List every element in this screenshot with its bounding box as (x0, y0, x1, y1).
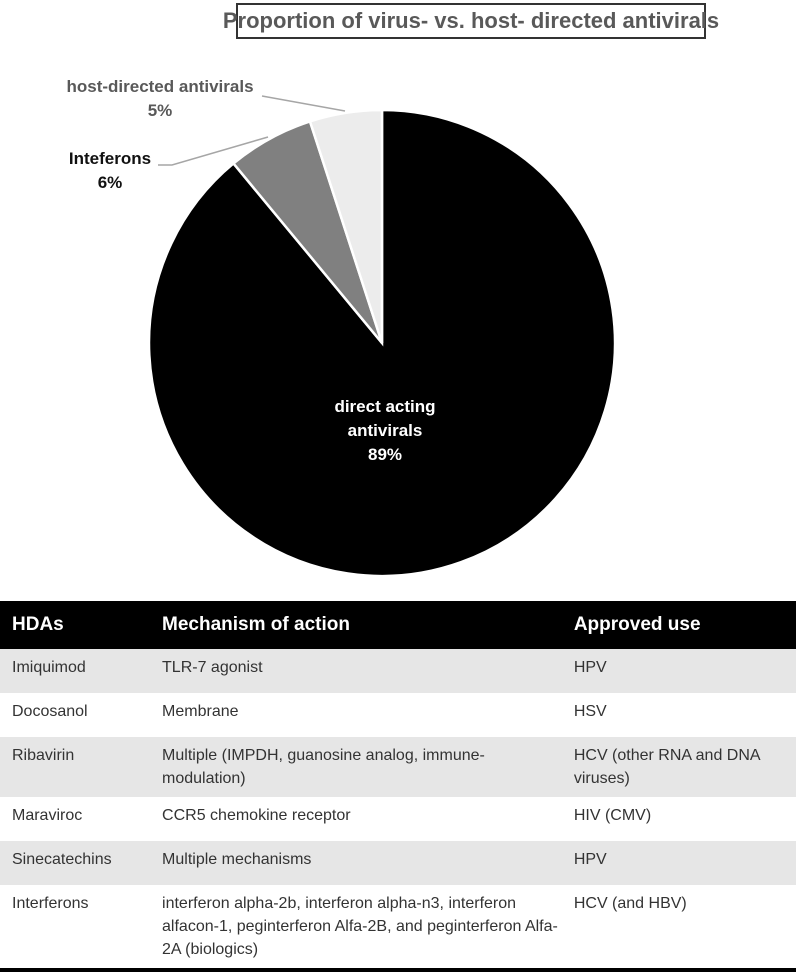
hda-table: HDAs Mechanism of action Approved use Im… (0, 601, 796, 972)
chart-title: Proportion of virus- vs. host- directed … (223, 3, 719, 39)
cell-mechanism: Multiple (IMPDH, guanosine analog, immun… (150, 737, 562, 797)
table-row: Interferons interferon alpha-2b, interfe… (0, 885, 796, 972)
cell-hda: Interferons (0, 885, 151, 972)
cell-mechanism: TLR-7 agonist (150, 649, 562, 693)
header-approved-use: Approved use (561, 601, 796, 649)
cell-mechanism: CCR5 chemokine receptor (150, 797, 562, 841)
table-row: Maraviroc CCR5 chemokine receptor HIV (C… (0, 797, 796, 841)
label-interferons: Inteferons 6% (68, 149, 152, 192)
table-row: Sinecatechins Multiple mechanisms HPV (0, 841, 796, 885)
cell-hda: Ribavirin (0, 737, 151, 797)
table-row: Imiquimod TLR-7 agonist HPV (0, 649, 796, 693)
cell-use: HIV (CMV) (561, 797, 796, 841)
cell-hda: Sinecatechins (0, 841, 151, 885)
header-mechanism: Mechanism of action (150, 601, 562, 649)
leader-line-host (261, 95, 346, 112)
table-row: Ribavirin Multiple (IMPDH, guanosine ana… (0, 737, 796, 797)
cell-use: HCV (and HBV) (561, 885, 796, 972)
label-host-directed: host-directed antivirals 5% (66, 77, 254, 120)
cell-use: HSV (561, 693, 796, 737)
table-row: Docosanol Membrane HSV (0, 693, 796, 737)
label-direct-acting: direct acting antivirals 89% (334, 397, 436, 464)
pie-chart (147, 95, 617, 578)
table-header-row: HDAs Mechanism of action Approved use (0, 601, 796, 649)
cell-hda: Docosanol (0, 693, 151, 737)
cell-hda: Maraviroc (0, 797, 151, 841)
pie-slice (308, 108, 384, 344)
cell-mechanism: interferon alpha-2b, interferon alpha-n3… (150, 885, 562, 972)
cell-use: HPV (561, 649, 796, 693)
leader-line-ifn (158, 136, 269, 166)
cell-use: HPV (561, 841, 796, 885)
cell-mechanism: Multiple mechanisms (150, 841, 562, 885)
cell-use: HCV (other RNA and DNA viruses) (561, 737, 796, 797)
header-hdas: HDAs (0, 601, 151, 649)
cell-mechanism: Membrane (150, 693, 562, 737)
cell-hda: Imiquimod (0, 649, 151, 693)
